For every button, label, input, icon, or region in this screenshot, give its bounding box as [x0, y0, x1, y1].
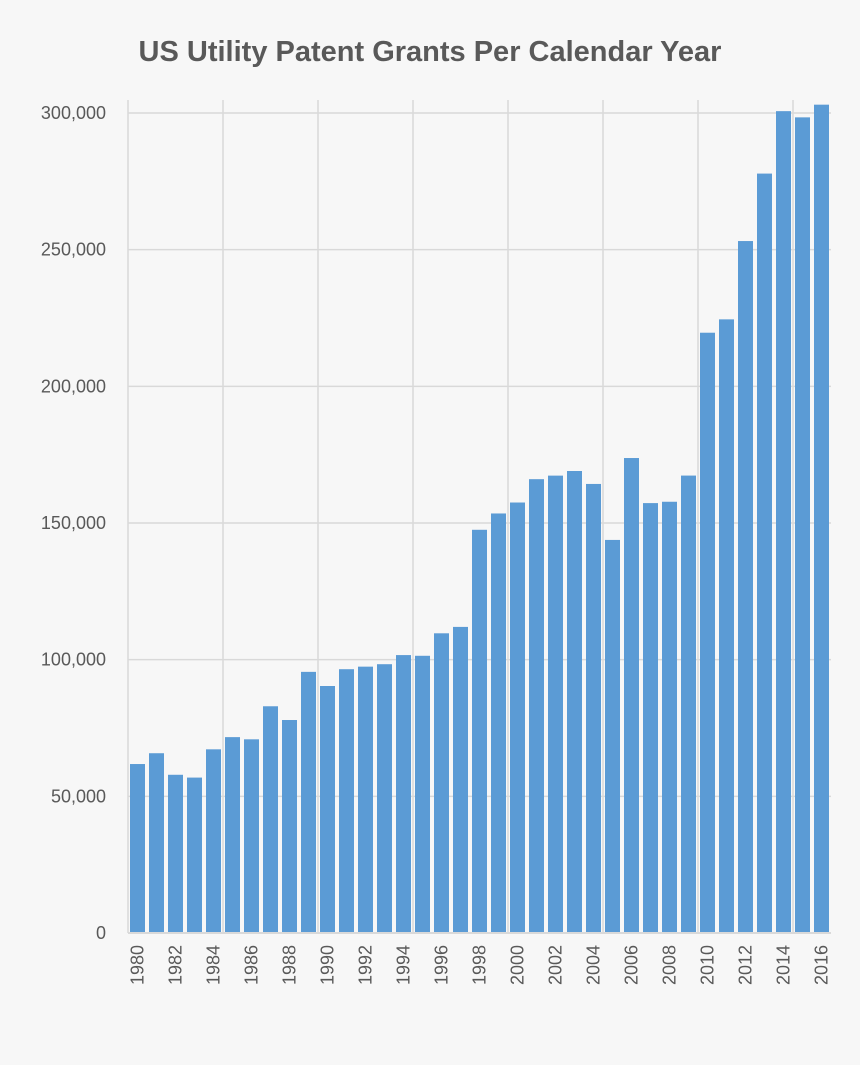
bar-1994 [396, 655, 411, 933]
bar-1988 [282, 720, 297, 933]
bar-2007 [643, 503, 658, 933]
x-tick-label: 2014 [774, 945, 794, 985]
x-tick-label: 1988 [280, 945, 300, 985]
x-tick-label: 2010 [698, 945, 718, 985]
bar-2002 [548, 475, 563, 933]
bar-1995 [415, 655, 430, 933]
bar-1992 [358, 666, 373, 933]
bar-1982 [168, 774, 183, 933]
bar-1998 [472, 529, 487, 933]
y-tick-label: 0 [96, 923, 106, 943]
x-tick-label: 2012 [736, 945, 756, 985]
bar-1987 [263, 706, 278, 933]
bar-1999 [491, 513, 506, 933]
bar-2003 [567, 471, 582, 933]
bar-2013 [757, 173, 772, 933]
x-tick-label: 1984 [204, 945, 224, 985]
bar-2004 [586, 483, 601, 933]
bar-1984 [206, 749, 221, 933]
x-tick-label: 2008 [660, 945, 680, 985]
bar-1986 [244, 739, 259, 933]
x-tick-label: 2002 [546, 945, 566, 985]
x-tick-label: 1982 [166, 945, 186, 985]
y-tick-label: 50,000 [51, 786, 106, 806]
bar-1991 [339, 669, 354, 933]
bar-2015 [795, 117, 810, 934]
x-tick-label: 1994 [394, 945, 414, 985]
bar-1997 [453, 626, 468, 933]
y-tick-label: 250,000 [41, 240, 106, 260]
x-tick-label: 1998 [470, 945, 490, 985]
bar-2008 [662, 501, 677, 933]
bar-2016 [814, 104, 829, 933]
y-tick-label: 150,000 [41, 513, 106, 533]
x-tick-label: 2000 [508, 945, 528, 985]
x-tick-label: 2004 [584, 945, 604, 985]
x-tick-label: 1990 [318, 945, 338, 985]
x-tick-label: 2016 [812, 945, 832, 985]
bar-1980 [130, 764, 145, 933]
bar-2009 [681, 475, 696, 933]
bar-2012 [738, 241, 753, 934]
y-tick-label: 200,000 [41, 376, 106, 396]
bar-2014 [776, 111, 791, 934]
x-tick-label: 2006 [622, 945, 642, 985]
bar-2005 [605, 539, 620, 933]
chart-title: US Utility Patent Grants Per Calendar Ye… [138, 36, 722, 68]
bar-2011 [719, 319, 734, 933]
bar-2006 [624, 458, 639, 933]
x-tick-label: 1980 [128, 945, 148, 985]
bar-2000 [510, 502, 525, 933]
bar-1985 [225, 737, 240, 933]
y-tick-label: 100,000 [41, 650, 106, 670]
bar-1981 [149, 753, 164, 933]
bar-1996 [434, 633, 449, 933]
bar-1983 [187, 777, 202, 933]
x-tick-label: 1992 [356, 945, 376, 985]
bar-2001 [529, 479, 544, 933]
bar-2010 [700, 332, 715, 933]
bar-1993 [377, 664, 392, 933]
y-tick-label: 300,000 [41, 103, 106, 123]
x-tick-label: 1986 [242, 945, 262, 985]
x-tick-label: 1996 [432, 945, 452, 985]
bar-1990 [320, 686, 335, 933]
bar-1989 [301, 671, 316, 933]
